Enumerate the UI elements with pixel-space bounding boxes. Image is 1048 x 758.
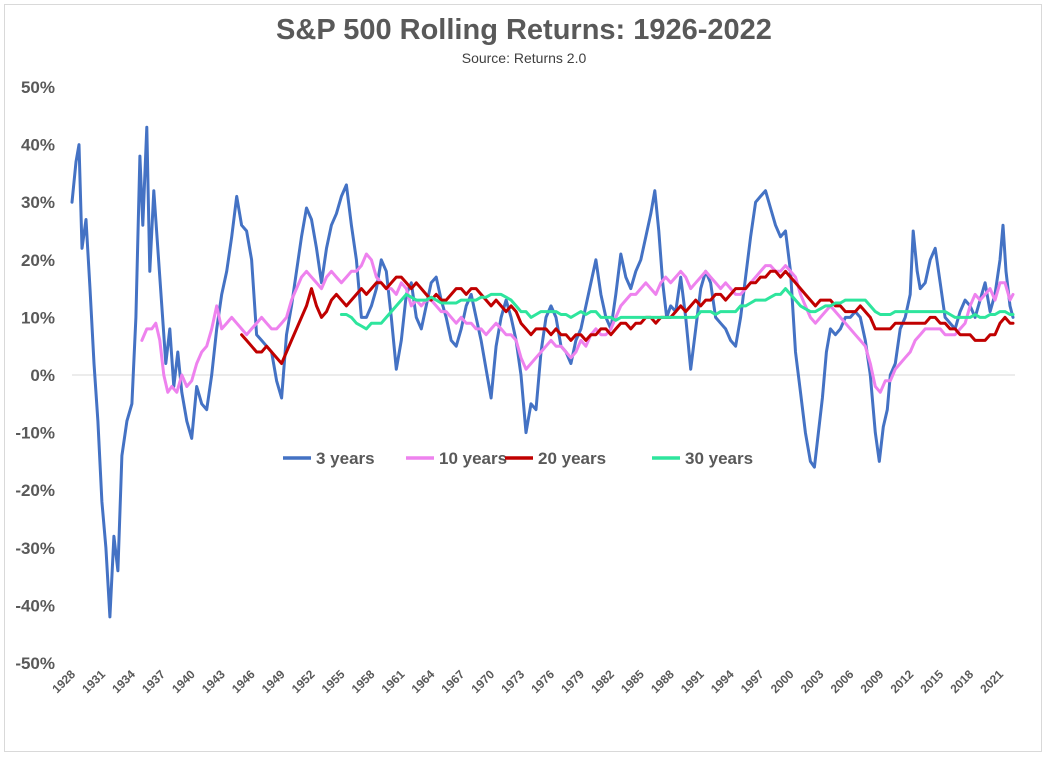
- legend-label: 20 years: [538, 449, 606, 468]
- series-line-30-years: [339, 287, 1015, 331]
- x-tick-label: 1940: [169, 667, 198, 696]
- x-tick-label: 1934: [109, 667, 138, 696]
- y-tick-label: 30%: [21, 193, 55, 212]
- x-tick-label: 1979: [558, 667, 587, 696]
- series-line-20-years: [240, 269, 1015, 365]
- y-tick-label: -20%: [15, 481, 55, 500]
- legend: 3 years 10 years 20 years 30 years: [283, 449, 753, 468]
- x-tick-label: 1943: [199, 667, 228, 696]
- x-axis: 1928 1931 1934 1937 1940 1943 1946 1949 1952 1955…: [49, 667, 1006, 696]
- x-tick-label: 1976: [528, 667, 557, 696]
- x-tick-label: 1985: [618, 667, 647, 696]
- x-tick-label: 1994: [708, 667, 737, 696]
- legend-label: 10 years: [439, 449, 507, 468]
- x-tick-label: 1982: [588, 667, 617, 696]
- y-tick-label: 40%: [21, 136, 55, 155]
- x-tick-label: 1937: [139, 667, 168, 696]
- y-tick-label: -50%: [15, 654, 55, 673]
- x-tick-label: 2006: [828, 667, 857, 696]
- x-tick-label: 1973: [498, 667, 527, 696]
- x-tick-label: 1958: [349, 667, 378, 696]
- x-tick-label: 1991: [678, 667, 707, 696]
- x-tick-label: 1967: [439, 667, 468, 696]
- chart-title: S&P 500 Rolling Returns: 1926-2022: [276, 14, 772, 46]
- x-tick-label: 1949: [259, 667, 288, 696]
- y-tick-label: -10%: [15, 424, 55, 443]
- series-line-10-years: [140, 252, 1015, 394]
- x-tick-label: 1952: [289, 667, 318, 696]
- x-tick-label: 2018: [947, 667, 976, 696]
- x-tick-label: 1961: [379, 667, 408, 696]
- x-tick-label: 2003: [798, 667, 827, 696]
- x-tick-label: 2000: [768, 667, 797, 696]
- y-tick-label: 0%: [30, 366, 55, 385]
- x-tick-label: 1964: [409, 667, 438, 696]
- x-tick-label: 1970: [468, 667, 497, 696]
- x-tick-label: 1955: [319, 667, 348, 696]
- y-tick-label: 10%: [21, 308, 55, 327]
- x-tick-label: 2021: [977, 667, 1006, 696]
- x-tick-label: 2015: [917, 667, 946, 696]
- y-tick-label: -30%: [15, 539, 55, 558]
- x-tick-label: 1997: [738, 667, 767, 696]
- chart-frame: [4, 4, 1042, 752]
- x-tick-label: 1988: [648, 667, 677, 696]
- series-layer: [70, 125, 1015, 619]
- y-axis: 50% 40% 30% 20% 10% 0% -10% -20% -30% -40% -50%: [15, 78, 55, 673]
- y-tick-label: 50%: [21, 78, 55, 97]
- x-tick-label: 1946: [229, 667, 258, 696]
- chart-subtitle: Source: Returns 2.0: [461, 50, 587, 66]
- legend-label: 30 years: [685, 449, 753, 468]
- y-tick-label: 20%: [21, 251, 55, 270]
- legend-label: 3 years: [316, 449, 375, 468]
- x-tick-label: 1931: [79, 667, 108, 696]
- y-tick-label: -40%: [15, 596, 55, 615]
- x-tick-label: 2012: [888, 667, 917, 696]
- x-tick-label: 2009: [858, 667, 887, 696]
